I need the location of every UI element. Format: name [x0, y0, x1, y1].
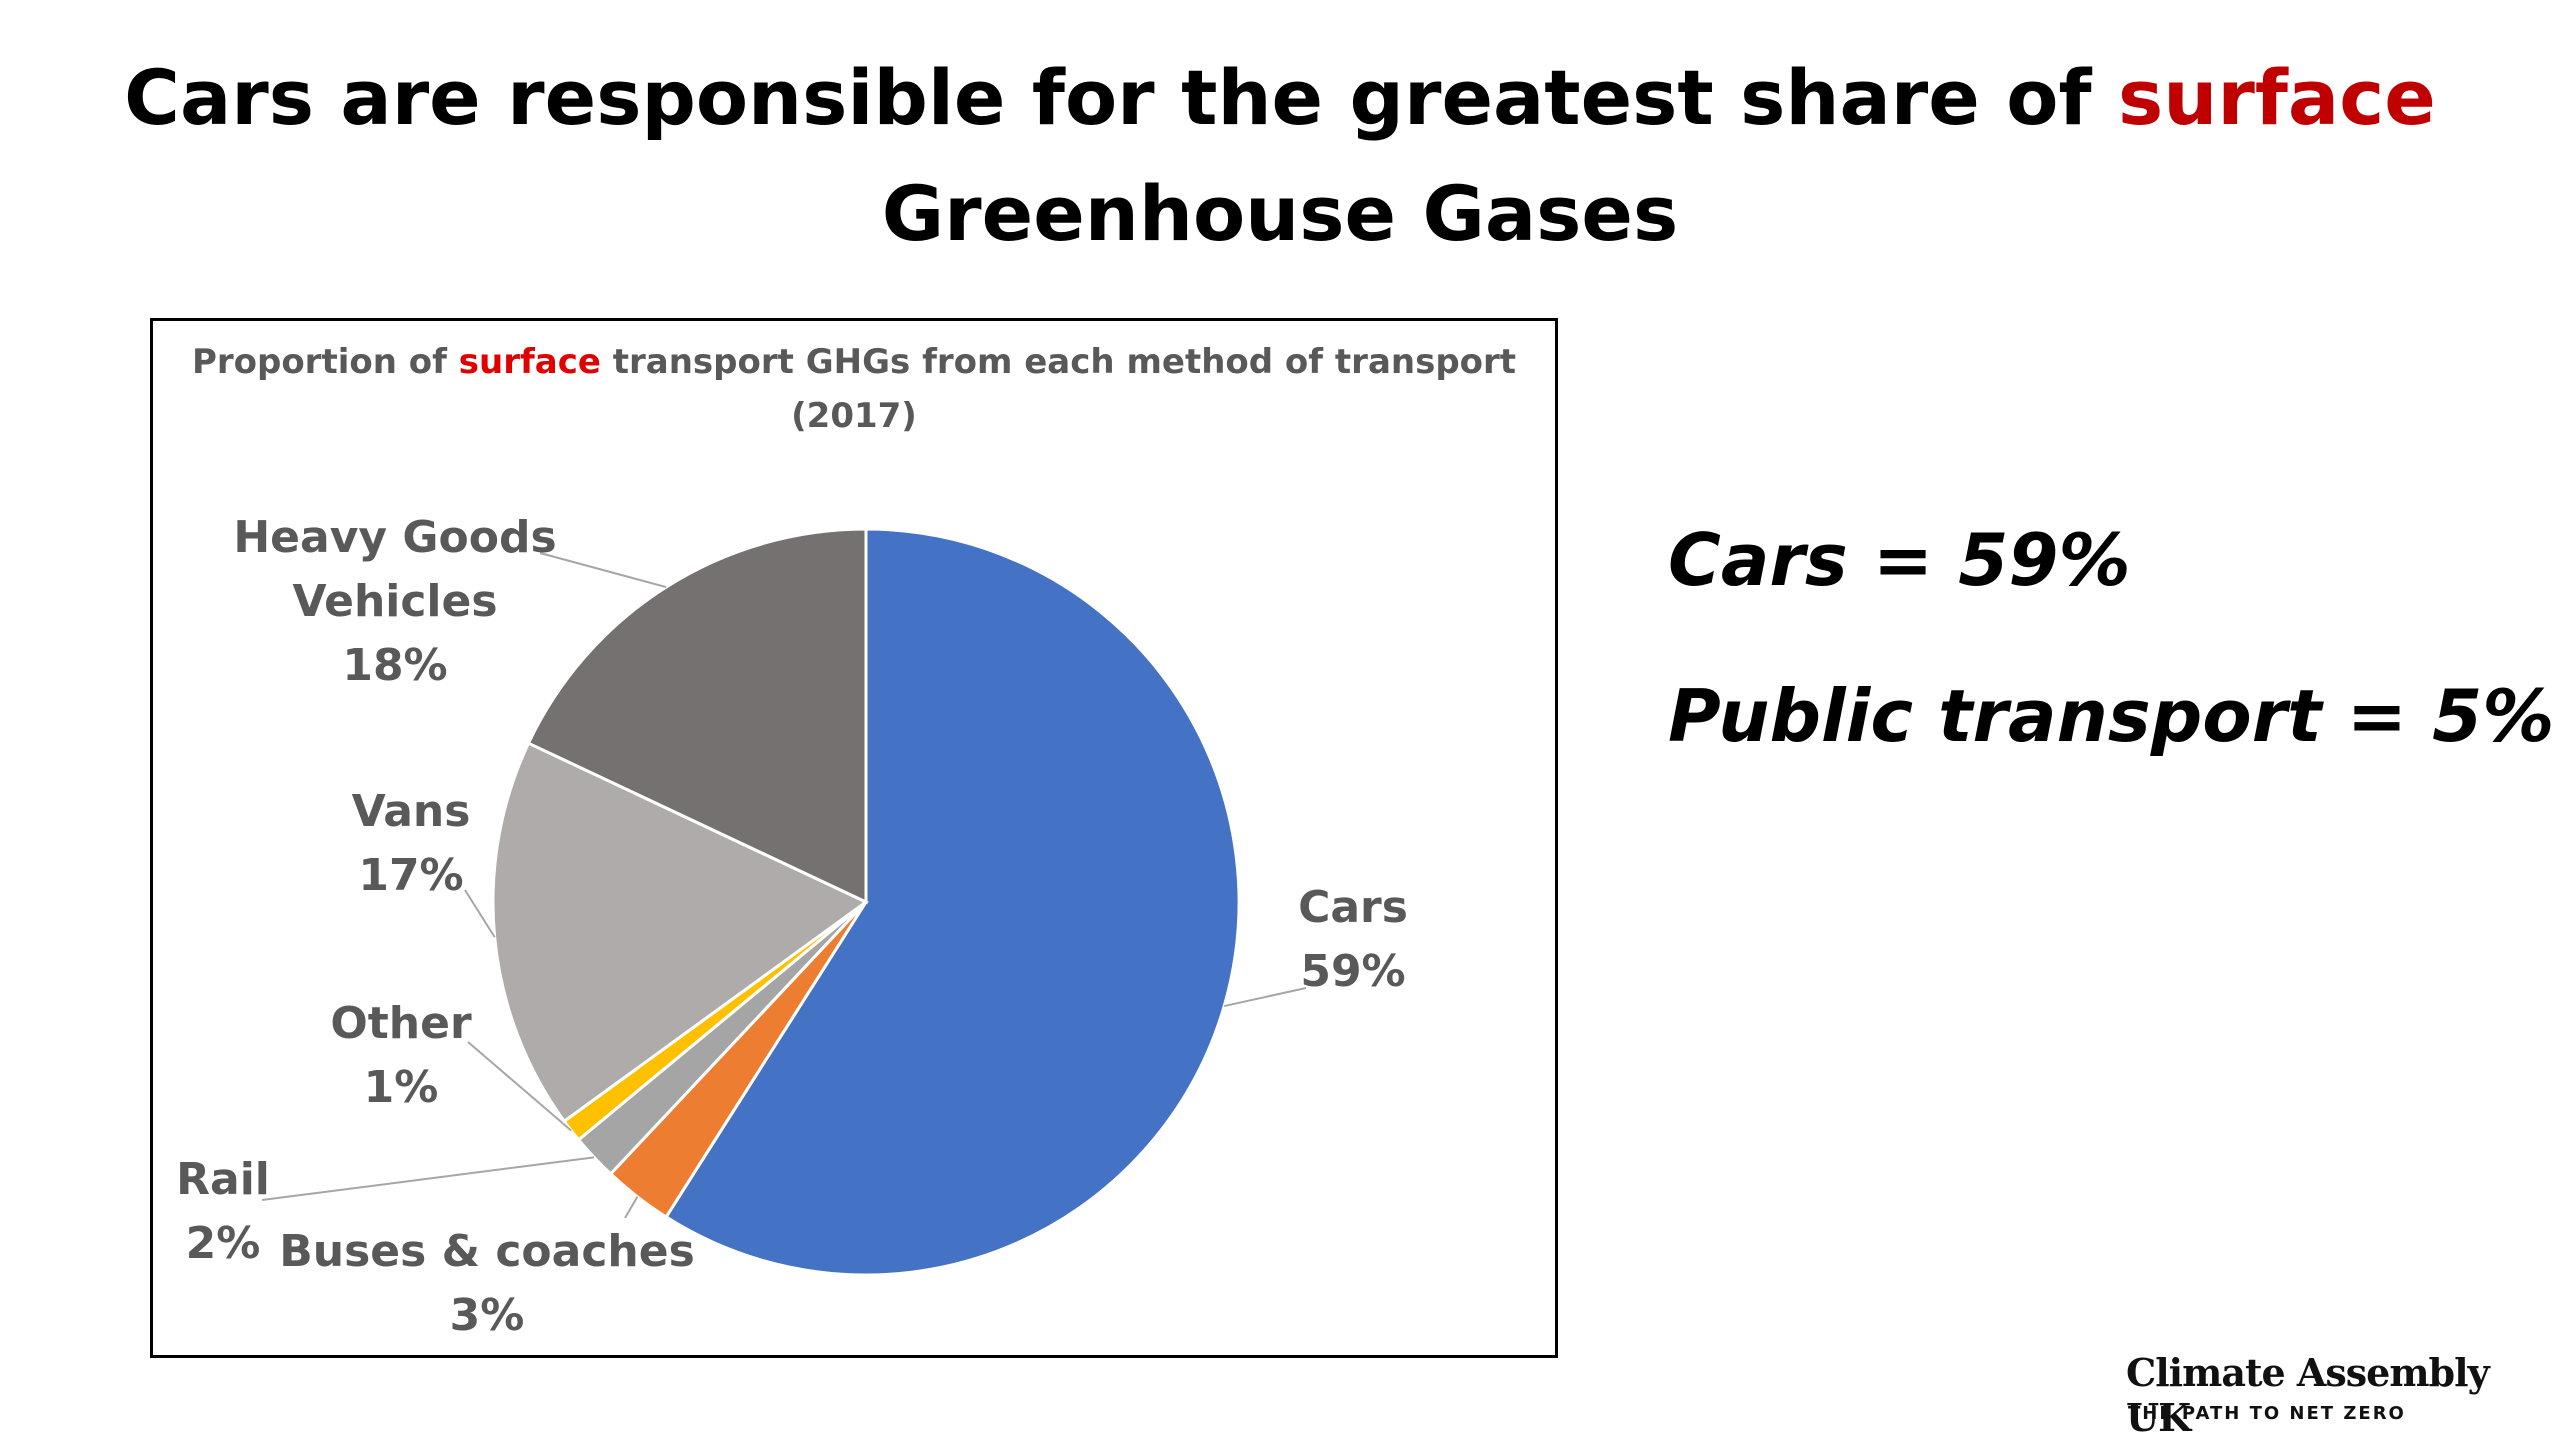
- title-text: Greenhouse Gases: [881, 169, 1679, 258]
- pie-slice: [491, 741, 869, 1124]
- slide-title: Cars are responsible for the greatest sh…: [0, 40, 2560, 272]
- category-label: Other: [330, 998, 472, 1049]
- data-label: Buses & coaches 3%: [277, 1220, 697, 1348]
- value-label: 18%: [342, 640, 448, 691]
- chart-frame: [150, 318, 1558, 1358]
- data-label: Rail 2%: [163, 1148, 283, 1276]
- category-label: Vans: [351, 786, 471, 837]
- value-label: 2%: [185, 1218, 261, 1269]
- annotation: Public transport = 5%: [1668, 674, 2555, 758]
- leader-line: [464, 889, 496, 938]
- data-label: Cars 59%: [1253, 876, 1453, 1004]
- leader-line: [467, 1041, 572, 1132]
- data-label: Heavy Goods Vehicles 18%: [225, 506, 565, 698]
- chart-title-text: Proportion of: [191, 342, 447, 382]
- chart-title: Proportion of surface transport GHGs fro…: [150, 335, 1558, 443]
- leader-line: [539, 552, 667, 589]
- chart-title-highlight: surface: [458, 342, 601, 382]
- category-label: Buses & coaches: [279, 1226, 695, 1277]
- annotation: Cars = 59%: [1668, 518, 2131, 602]
- leader-line: [261, 1156, 595, 1201]
- category-label: Cars: [1298, 882, 1408, 933]
- value-label: 59%: [1300, 946, 1406, 997]
- data-label: Other 1%: [301, 992, 501, 1120]
- value-label: 3%: [449, 1290, 525, 1341]
- logo-name: Climate Assembly UK: [2126, 1350, 2490, 1440]
- leader-line: [624, 1196, 639, 1219]
- value-label: 17%: [358, 850, 464, 901]
- data-label: Vans 17%: [331, 780, 491, 908]
- pie-slice: [526, 527, 868, 905]
- leader-line: [1223, 987, 1307, 1008]
- category-label: Rail: [176, 1154, 270, 1205]
- title-highlight: surface: [2118, 53, 2436, 142]
- category-label: Heavy Goods Vehicles: [233, 512, 557, 627]
- value-label: 1%: [363, 1062, 439, 1113]
- chart-title-text: transport GHGs from each method of trans…: [612, 342, 1517, 436]
- title-text: Cars are responsible for the greatest sh…: [124, 53, 2092, 142]
- logo-tagline: THE PATH TO NET ZERO: [2128, 1403, 2406, 1424]
